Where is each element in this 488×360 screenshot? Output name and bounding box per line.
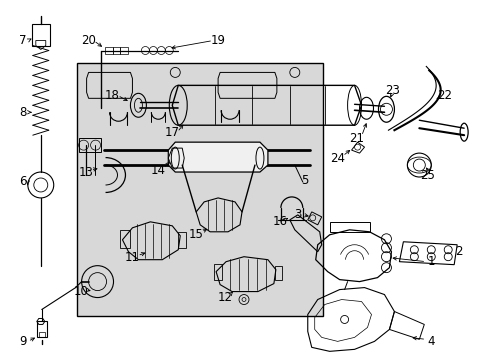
Text: 22: 22 <box>436 89 451 102</box>
Text: 25: 25 <box>419 168 434 181</box>
Text: 1: 1 <box>427 255 434 268</box>
Text: 6: 6 <box>19 175 26 189</box>
Text: 4: 4 <box>427 335 434 348</box>
Text: 5: 5 <box>301 174 308 186</box>
Text: 2: 2 <box>454 245 462 258</box>
Bar <box>214 264 222 280</box>
Text: 7: 7 <box>19 34 26 47</box>
Text: 14: 14 <box>150 163 165 176</box>
Text: 23: 23 <box>384 84 399 97</box>
Bar <box>120 230 130 248</box>
Bar <box>39 332 45 337</box>
Text: 13: 13 <box>78 166 93 179</box>
Bar <box>32 24 50 45</box>
Text: 11: 11 <box>124 251 140 264</box>
Text: 10: 10 <box>73 285 88 298</box>
Text: 21: 21 <box>348 132 364 145</box>
Text: 24: 24 <box>329 152 345 165</box>
Text: 19: 19 <box>210 34 225 47</box>
Text: 15: 15 <box>188 228 203 241</box>
Text: 8: 8 <box>19 106 26 119</box>
Text: 9: 9 <box>19 335 26 348</box>
Text: 20: 20 <box>81 34 96 47</box>
Bar <box>178 232 186 248</box>
Polygon shape <box>168 142 267 172</box>
Bar <box>274 266 281 280</box>
Text: 16: 16 <box>272 215 287 228</box>
Text: 17: 17 <box>164 126 180 139</box>
Bar <box>37 321 47 337</box>
Text: 3: 3 <box>293 208 301 221</box>
Text: 12: 12 <box>217 291 232 304</box>
Text: 18: 18 <box>105 89 120 102</box>
Bar <box>77 63 322 316</box>
